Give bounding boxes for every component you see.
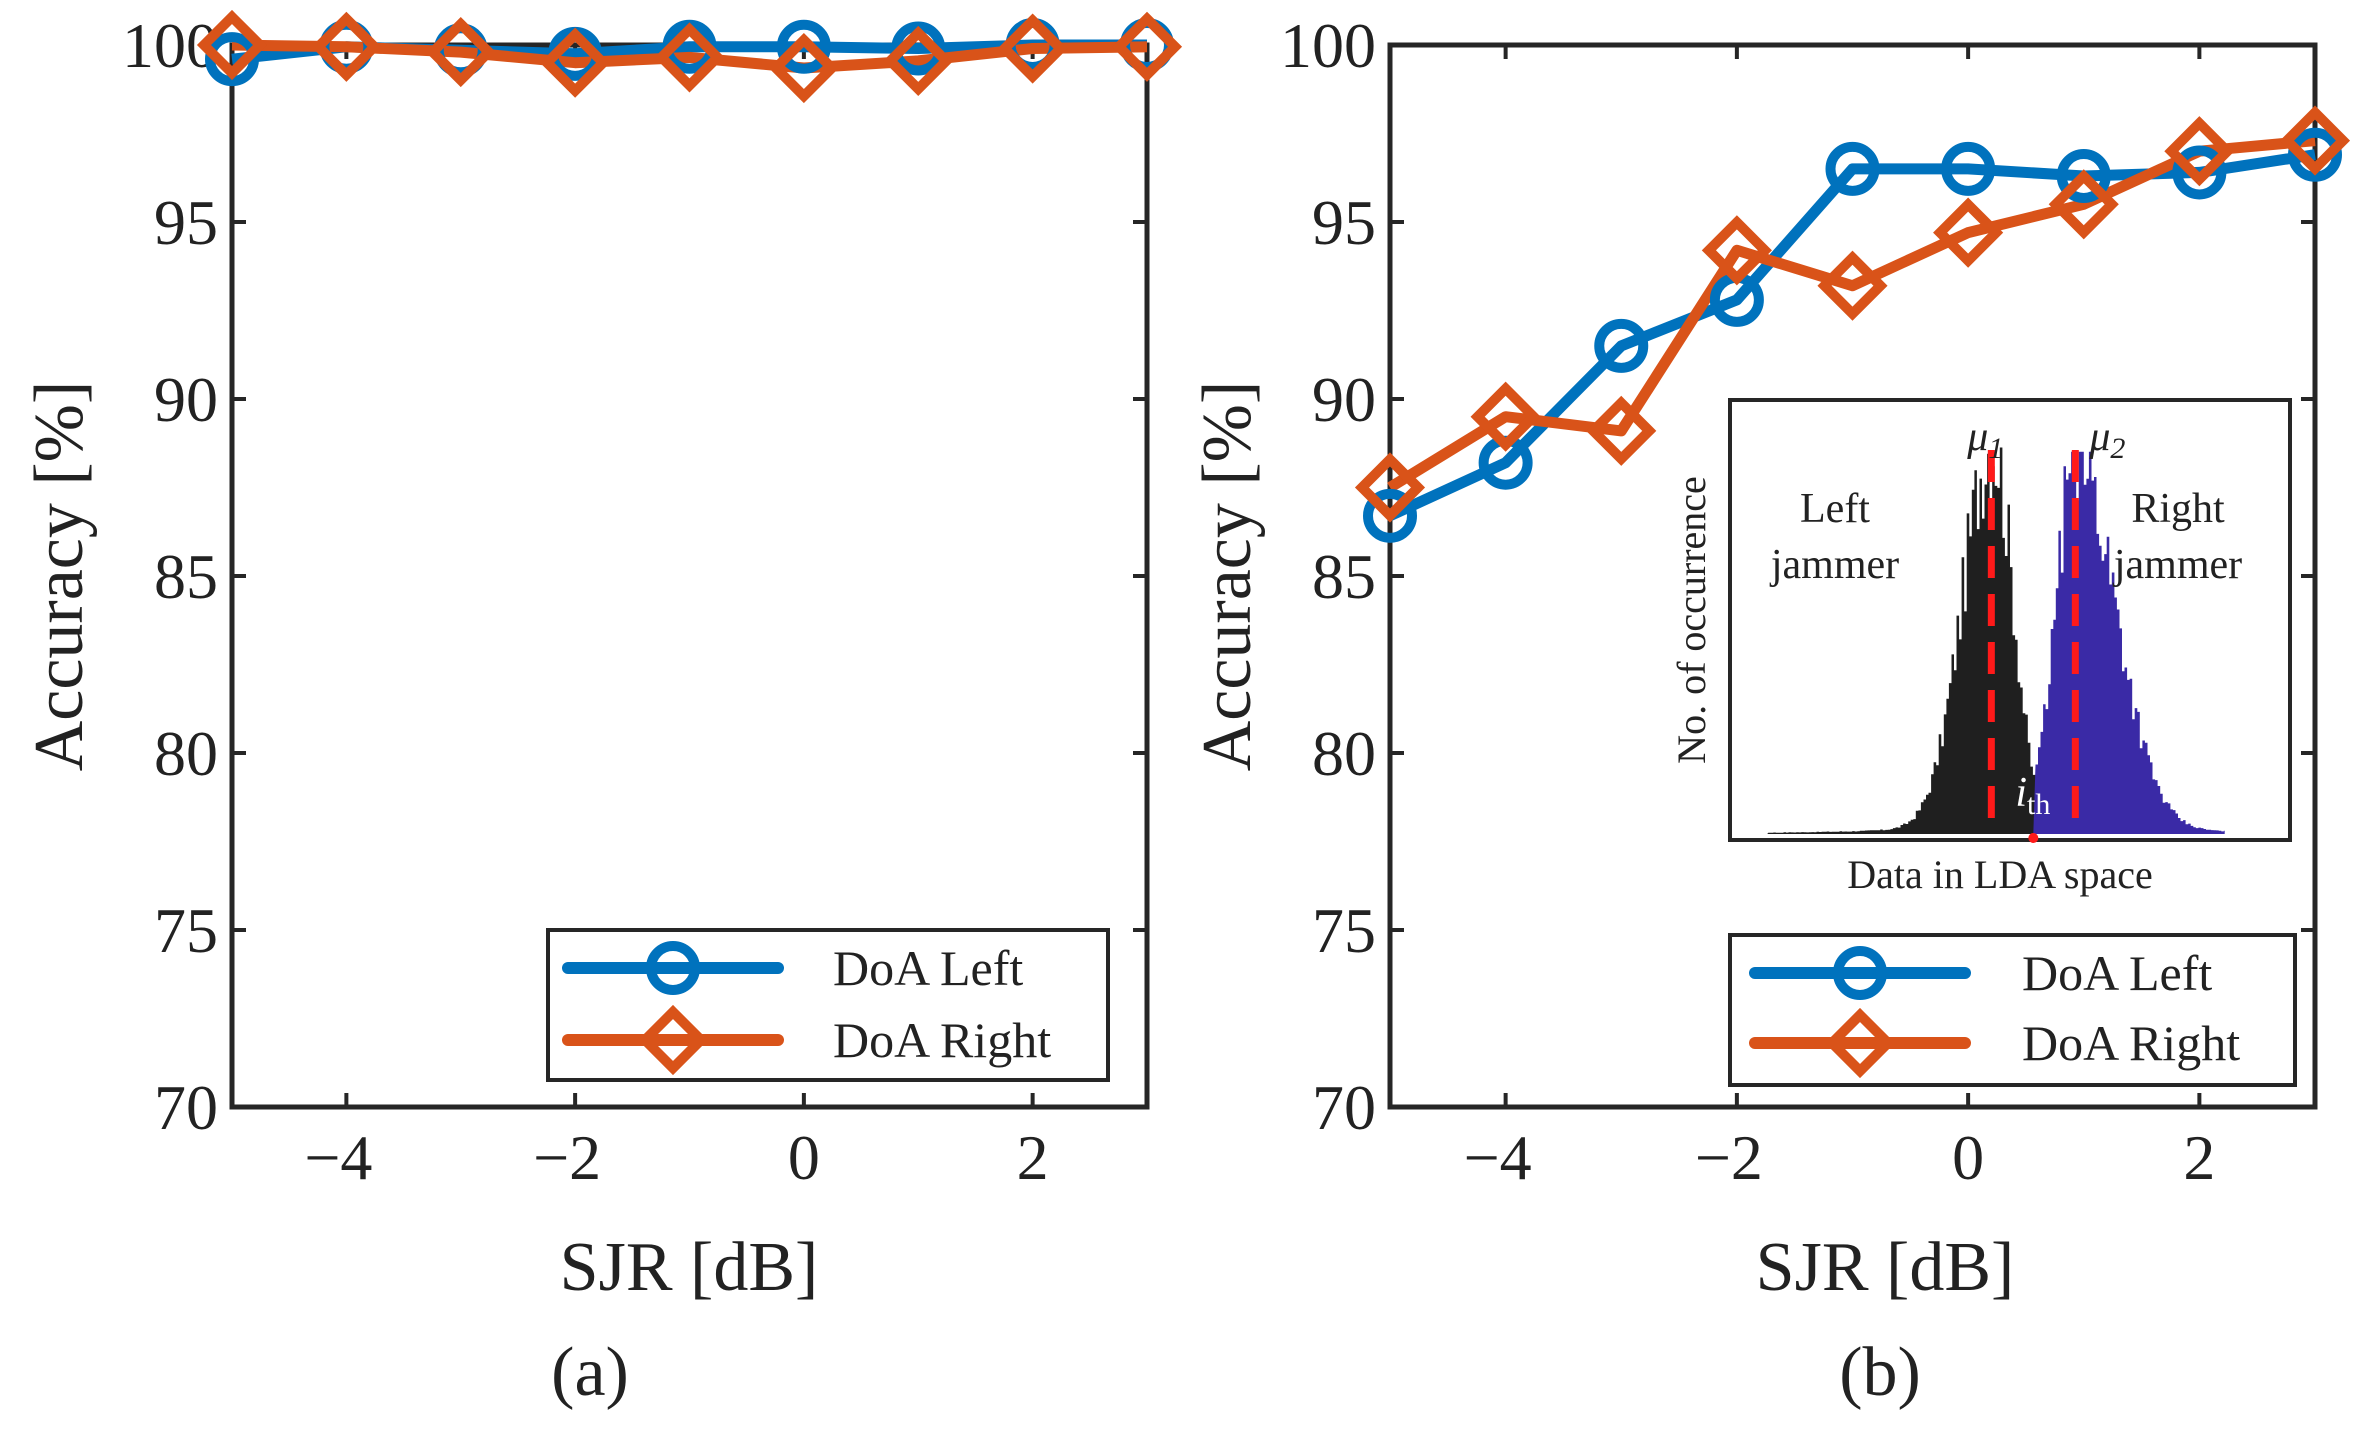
inset-left-annotation-line1: Left [1800, 486, 1870, 532]
panel-a-point-right [997, 13, 1068, 84]
panel-b-y-tick-label: 90 [1312, 364, 1376, 435]
panel-b: 70 75 80 85 90 95 100 −4 −2 0 2 SJR [dB] Accuracy… [1189, 10, 2351, 1411]
panel-b-point-right [2164, 116, 2235, 187]
inset-threshold-symbol: i [2015, 770, 2027, 816]
panel-b-legend-marker-right [1824, 1007, 1896, 1079]
panel-b-point-right [2279, 105, 2351, 176]
panel-a-point-right [1111, 11, 1183, 82]
panel-b-legend: DoA Left DoA Right [1728, 933, 2297, 1087]
panel-b-point-right [1354, 452, 1426, 523]
panel-b-y-tick-label: 70 [1312, 1072, 1376, 1143]
inset-mu1-symbol: μ [1966, 414, 1988, 460]
panel-a-caption: (a) [551, 1334, 629, 1411]
panel-b-point-left [1363, 488, 1417, 543]
panel-a-y-tick-label: 85 [154, 541, 218, 612]
panel-b-point-left [2288, 127, 2342, 182]
inset-x-axis-title: Data in LDA space [1847, 852, 2152, 897]
inset-mu1-subscript: 1 [1988, 432, 2003, 465]
inset-left-distribution [1767, 447, 2038, 834]
inset-right-annotation-line1: Right [2131, 486, 2225, 532]
panel-a-point-right [883, 25, 954, 97]
panel-b-legend-label-left: DoA Left [2022, 945, 2212, 1001]
panel-b-point-right [1470, 381, 1541, 452]
panel-b-y-tick-label: 85 [1312, 541, 1376, 612]
panel-b-x-tick-label: 2 [2183, 1122, 2215, 1193]
inset-y-axis-title: No. of occurrence [1669, 476, 1714, 764]
inset-threshold-label: ith [2015, 770, 2050, 821]
panel-a-y-tick-label: 90 [154, 364, 218, 435]
panel-a-legend-label-left: DoA Left [833, 940, 1023, 996]
panel-b-y-tick-label: 100 [1280, 10, 1376, 81]
panel-b-point-right [1933, 197, 2004, 268]
inset-right-annotation-line2: jammer [2112, 542, 2242, 588]
panel-a-legend-marker-right [637, 1004, 709, 1076]
panel-b-y-tick-label: 80 [1312, 718, 1376, 789]
panel-b-x-axis-title: SJR [dB] [1756, 1229, 2015, 1306]
panel-b-legend-marker-left [1833, 946, 1887, 1000]
inset-mu2-subscript: 2 [2110, 432, 2125, 465]
panel-a-point-right [196, 9, 268, 81]
panel-a-series-line-right [231, 39, 1148, 74]
panel-b-y-axis-title: Accuracy [%] [1189, 381, 1266, 772]
panel-b-point-right [1701, 215, 1772, 286]
panel-a-legend: DoA Left DoA Right [546, 928, 1110, 1082]
panel-b-point-left [1941, 141, 1996, 196]
panel-a-x-tick-label: −4 [304, 1122, 372, 1193]
panel-a-x-ticks: −4 −2 0 2 [304, 45, 1049, 1193]
panel-a-y-tick-label: 75 [154, 895, 218, 966]
panel-a-y-tick-label: 80 [154, 718, 218, 789]
panel-b-point-left [2172, 145, 2227, 200]
panel-a-y-tick-label: 95 [154, 187, 218, 258]
panel-b-x-tick-label: 0 [1952, 1122, 1984, 1193]
panel-b-point-right [1586, 395, 1657, 466]
panel-b-point-left [2056, 148, 2111, 203]
panel-b-caption: (b) [1839, 1334, 1921, 1411]
panel-a-point-left [205, 32, 259, 87]
panel-a-y-tick-label: 70 [154, 1072, 218, 1143]
panel-a-legend-marker-left [646, 941, 700, 995]
panel-a-x-tick-label: −2 [533, 1122, 601, 1193]
panel-a-point-right [768, 32, 839, 104]
panel-a-point-right [425, 17, 496, 88]
inset-mu2-label: μ2 [2088, 414, 2125, 465]
panel-a-point-right [654, 22, 725, 93]
inset-threshold-marker [2028, 833, 2039, 843]
panel-b-y-ticks: 70 75 80 85 90 95 100 [1280, 10, 2315, 1143]
panel-a-x-axis-title: SJR [dB] [560, 1229, 819, 1306]
panel-b-legend-label-right: DoA Right [2022, 1015, 2240, 1071]
inset-mu1-label: μ1 [1966, 414, 2003, 465]
inset-mu2-symbol: μ [2088, 414, 2110, 460]
panel-b-series-layer [1354, 105, 2351, 543]
panel-a-legend-label-right: DoA Right [833, 1012, 1051, 1068]
panel-a-point-right [540, 27, 611, 98]
panel-a-point-left [776, 19, 831, 74]
panel-b-series-line-right [1387, 135, 2316, 493]
panel-a-x-tick-label: 2 [1017, 1122, 1049, 1193]
panel-b-point-right [2048, 169, 2119, 240]
panel-b-x-tick-label: −4 [1464, 1122, 1532, 1193]
panel-a-y-axis-title: Accuracy [%] [21, 381, 98, 772]
panel-b-x-tick-label: −2 [1695, 1122, 1763, 1193]
panel-a-legend-box [546, 928, 1110, 1082]
panel-a-series-layer [196, 9, 1183, 104]
panel-b-point-left [1825, 141, 1880, 196]
inset-histogram: μ1 μ2 ith Left jammer Right jammer Data … [1669, 398, 2292, 897]
panel-b-y-tick-label: 95 [1312, 187, 1376, 258]
inset-right-distribution [2033, 451, 2225, 834]
panel-b-x-ticks: −4 −2 0 2 [1464, 45, 2215, 1193]
panel-b-y-tick-label: 75 [1312, 895, 1376, 966]
panel-a-x-tick-label: 0 [788, 1122, 820, 1193]
panel-b-point-left [1594, 318, 1649, 373]
inset-threshold-subscript: th [2027, 788, 2050, 821]
panel-b-point-right [1817, 250, 1888, 321]
panel-b-legend-box [1728, 933, 2297, 1087]
panel-a-point-right [311, 11, 382, 82]
inset-left-annotation-line2: jammer [1769, 542, 1899, 588]
